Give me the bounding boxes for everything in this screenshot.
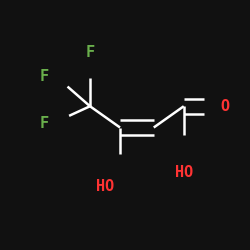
Text: O: O	[220, 99, 230, 114]
Text: F: F	[39, 116, 48, 131]
Text: F: F	[86, 45, 94, 60]
Text: HO: HO	[174, 165, 193, 180]
Text: F: F	[39, 69, 48, 84]
Text: HO: HO	[96, 179, 114, 194]
